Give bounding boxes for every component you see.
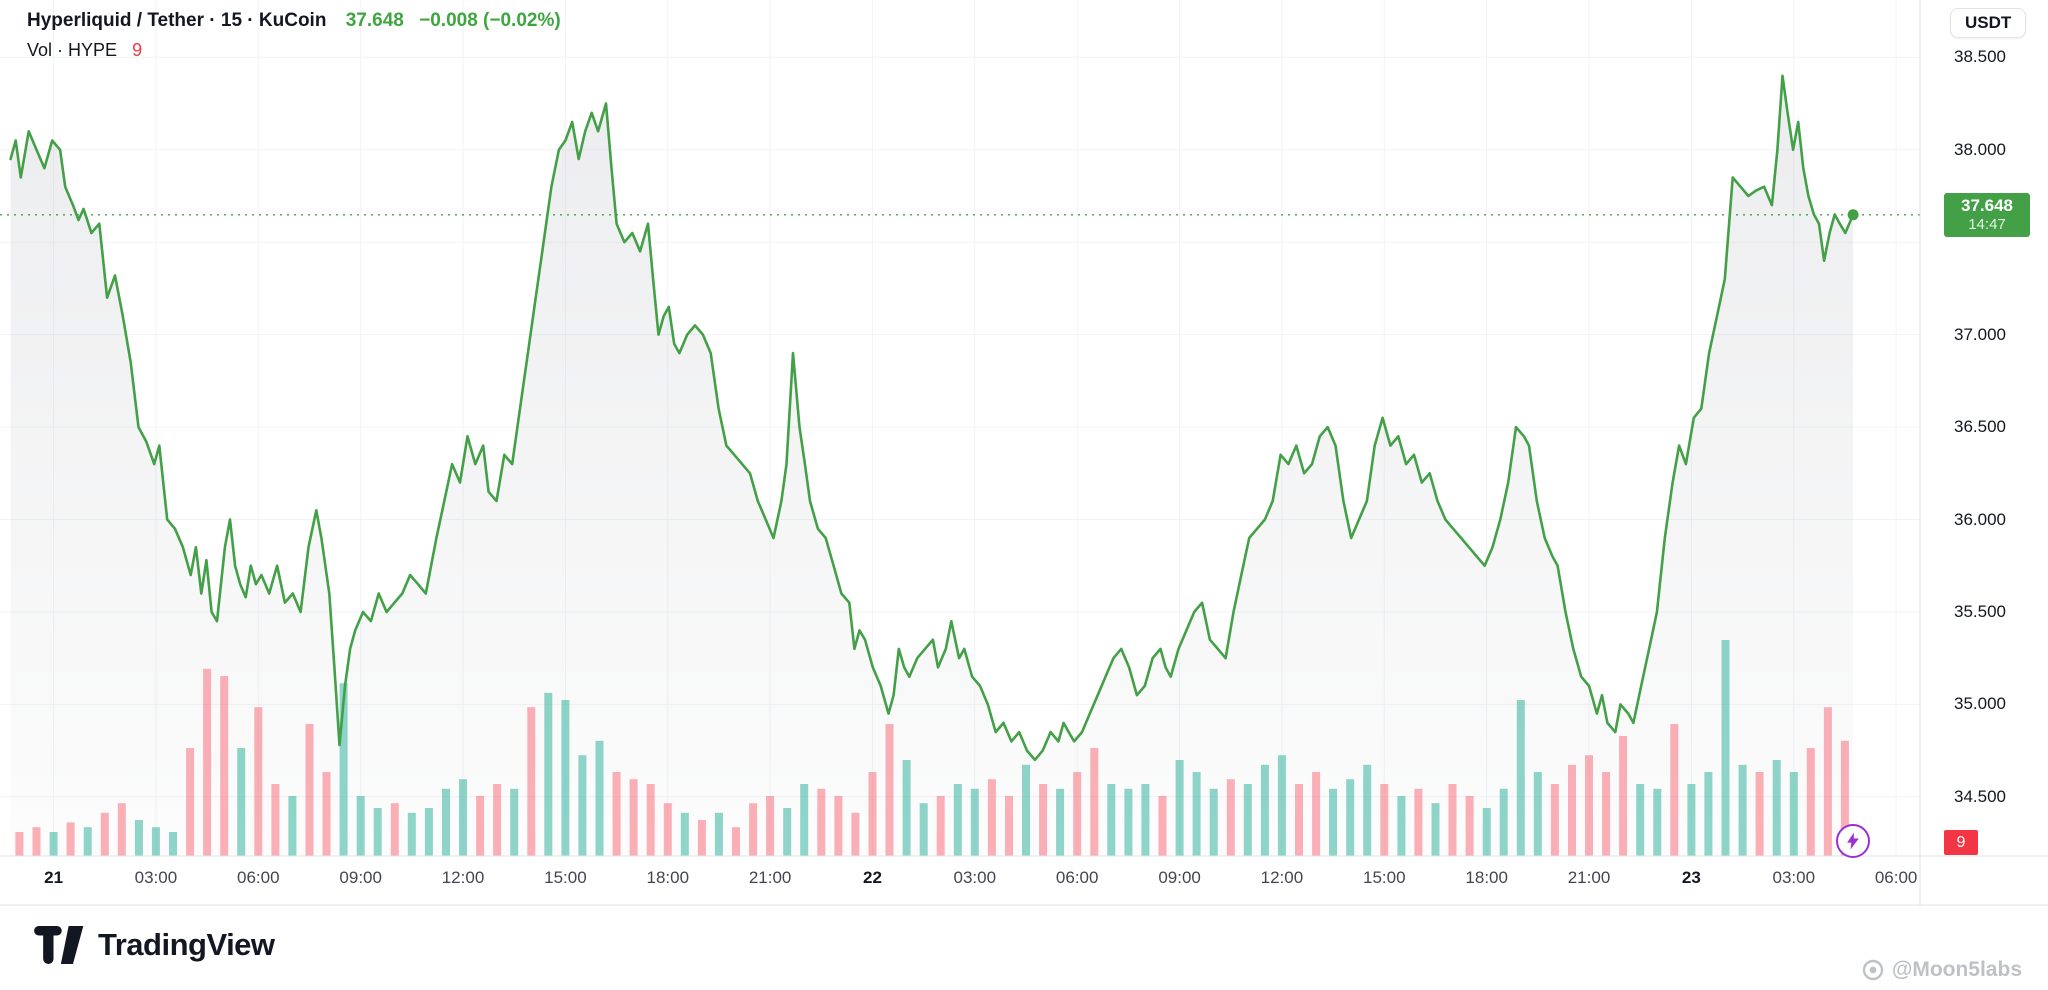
time-label: 06:00 xyxy=(1874,868,1918,887)
lightning-icon xyxy=(1847,832,1859,850)
volume-indicator-label[interactable]: Vol · HYPE xyxy=(27,40,118,60)
time-label: 21:00 xyxy=(748,868,792,887)
chart-legend: Hyperliquid / Tether · 15 · KuCoin 37.64… xyxy=(27,8,571,63)
quick-trade-button[interactable] xyxy=(1836,824,1871,858)
pane-borders xyxy=(0,0,2048,906)
price-line xyxy=(9,74,1855,762)
time-label: 03:00 xyxy=(1772,868,1816,887)
time-axis[interactable]: 21 03:00 06:00 09:00 12:00 15:00 18:00 21:00 22 0… xyxy=(0,856,1920,906)
footer: TradingView xyxy=(0,906,2048,990)
price-label: 34.500 xyxy=(1954,786,2006,806)
price-label: 36.500 xyxy=(1954,417,2006,437)
time-label: 12:00 xyxy=(1260,868,1304,887)
time-label-day: 21 xyxy=(44,868,64,887)
last-price-badge-price: 37.648 xyxy=(1961,195,2013,215)
volume-value-text: 9 xyxy=(132,40,143,60)
time-label-day: 22 xyxy=(863,868,882,887)
last-price-text: 37.648 xyxy=(345,10,404,31)
symbol-legend-row: Hyperliquid / Tether · 15 · KuCoin 37.64… xyxy=(27,8,571,34)
price-change-text: −0.008 (−0.02%) xyxy=(419,10,561,31)
watermark: @Moon5labs xyxy=(1862,958,2022,982)
currency-toggle-button[interactable]: USDT xyxy=(1950,8,2027,38)
price-label: 36.000 xyxy=(1954,509,2006,529)
time-label: 09:00 xyxy=(339,868,382,887)
price-chart-canvas[interactable] xyxy=(0,0,2048,906)
time-label-day: 23 xyxy=(1681,868,1701,887)
price-label: 38.500 xyxy=(1954,47,2006,67)
time-label: 15:00 xyxy=(544,868,587,887)
time-label: 18:00 xyxy=(646,868,690,887)
time-label: 18:00 xyxy=(1465,868,1508,887)
last-price-badge-time: 14:47 xyxy=(1968,215,2006,233)
time-label: 15:00 xyxy=(1363,868,1406,887)
last-price-badge: 37.648 14:47 xyxy=(1944,192,2030,237)
watermark-text: @Moon5labs xyxy=(1891,958,2022,981)
price-label: 35.000 xyxy=(1954,694,2006,714)
tradingview-logo[interactable]: TradingView xyxy=(34,926,275,964)
time-label: 12:00 xyxy=(441,868,485,887)
tradingview-mark-icon xyxy=(34,926,84,964)
volume-bars xyxy=(15,640,1849,856)
time-label: 09:00 xyxy=(1158,868,1201,887)
symbol-title[interactable]: Hyperliquid / Tether · 15 · KuCoin xyxy=(27,10,327,31)
time-label: 21:00 xyxy=(1567,868,1611,887)
volume-badge: 9 xyxy=(1944,830,1978,855)
price-label: 38.000 xyxy=(1954,139,2006,159)
price-area xyxy=(10,75,1854,857)
tradingview-wordmark: TradingView xyxy=(98,927,275,962)
last-price-dot xyxy=(1847,209,1859,221)
time-label: 06:00 xyxy=(237,868,280,887)
price-label: 37.000 xyxy=(1954,324,2006,344)
time-label: 03:00 xyxy=(134,868,178,887)
time-label: 03:00 xyxy=(953,868,997,887)
price-label: 35.500 xyxy=(1954,601,2006,621)
volume-legend-row: Vol · HYPE 9 xyxy=(27,37,571,63)
price-axis[interactable]: 37.648 14:47 9 38.500 38.000 37.000 36.500 3… xyxy=(1920,0,2048,856)
moon5labs-logo-icon xyxy=(1862,959,1884,981)
time-label: 06:00 xyxy=(1055,868,1099,887)
